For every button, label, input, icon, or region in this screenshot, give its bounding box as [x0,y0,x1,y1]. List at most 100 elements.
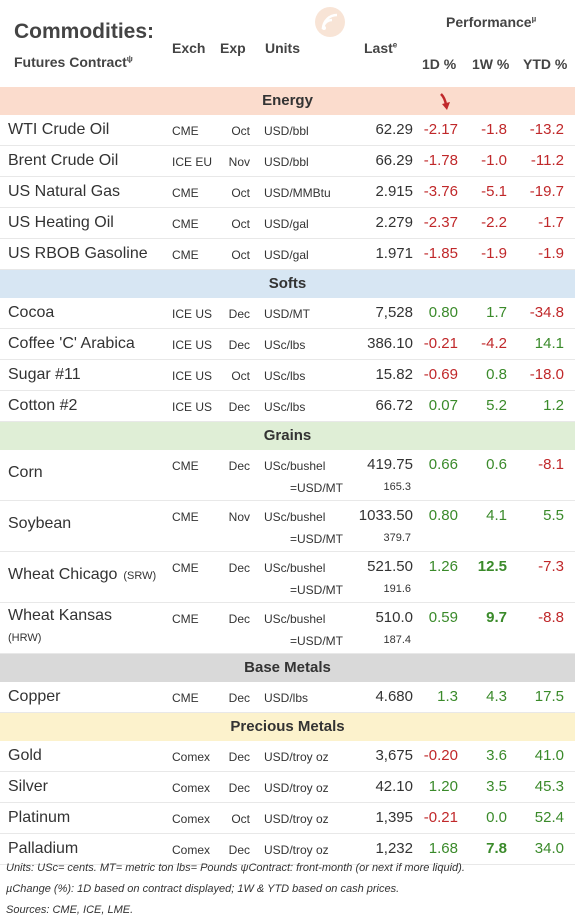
expiry: Oct [231,369,250,383]
units: USc/bushel [264,612,326,626]
change-ytd: 41.0 [534,747,564,764]
change-ytd: 1.2 [543,397,564,414]
change-1w: 5.2 [486,397,507,414]
expiry: Dec [228,612,250,626]
change-1d: -0.69 [423,366,458,383]
units: USD/troy oz [264,781,329,795]
units: USD/bbl [264,124,309,138]
section-base-metals: Base Metals [0,654,575,682]
last-price: 3,675 [375,747,413,764]
commodity-name: Corn [8,464,43,481]
footnote-sources: Sources: CME, ICE, LME. [6,904,134,916]
performance-header: Performanceµ [446,14,537,30]
commodity-name: Wheat Kansas [8,607,113,624]
exchange: ICE US [172,369,213,383]
change-ytd: -18.0 [529,366,564,383]
exchange: CME [172,217,199,231]
expiry: Oct [231,248,250,262]
table-row: US Natural Gas CME Oct USD/MMBtu 2.915 -3.76 -… [0,177,575,208]
commodity-name: Silver [8,778,49,795]
change-ytd: -1.9 [538,245,564,262]
last-price: 386.10 [367,335,413,352]
expiry: Dec [228,750,250,764]
converted-value: 165.3 [383,481,411,493]
change-1d: -2.37 [423,214,458,231]
change-ytd: -1.7 [538,214,564,231]
units: USc/bushel [264,459,326,473]
commodity-name: Brent Crude Oil [8,152,119,169]
last-price: 7,528 [375,304,413,321]
footnotes: Units: USc= cents. MT= metric ton lbs= P… [6,858,465,921]
units: USD/troy oz [264,843,329,857]
units: USc/bushel [264,561,326,575]
exchange: Comex [172,812,211,826]
last-price: 66.72 [375,397,413,414]
commodity-name: Palladium [8,840,79,857]
change-1w: 12.5 [477,558,507,575]
footnote-change: µChange (%): 1D based on contract displa… [6,883,400,895]
commodity-name: Gold [8,747,42,764]
change-1d: 1.68 [428,840,458,857]
converted-units: =USD/MT [290,583,344,597]
exchange: CME [172,124,199,138]
expiry: Oct [231,217,250,231]
change-1w: 1.7 [486,304,507,321]
energy-rows: WTI Crude Oil CME Oct USD/bbl 62.29 -2.17 -1.8… [0,115,575,270]
down-arrow-icon [440,93,450,110]
exchange: CME [172,561,199,575]
exchange: ICE US [172,338,213,352]
change-ytd: 14.1 [534,335,564,352]
table-row: Sugar #11 ICE US Oct USc/lbs 15.82 -0.69 0.8 -1… [0,360,575,391]
commodity-qualifier: (SRW) [123,570,157,582]
change-ytd: -11.2 [530,152,564,169]
commodity-qualifier: (HRW) [8,632,42,644]
last-price: 62.29 [375,121,413,138]
section-precious-metals: Precious Metals [0,713,575,741]
base-rows: Copper CME Dec USD/lbs 4.680 1.3 4.3 17.5 [0,682,575,713]
change-1w: 0.8 [486,366,507,383]
commodity-name: Wheat Chicago (SRW) [8,566,157,583]
change-1d: 1.20 [428,778,458,795]
change-1d: 0.59 [428,609,458,626]
exchange: CME [172,691,199,705]
expiry: Dec [228,691,250,705]
change-1w: -4.2 [481,335,507,352]
exchange: CME [172,186,199,200]
col-header-ytd: YTD % [523,56,568,72]
change-1d: 0.80 [428,507,458,524]
change-1w: -5.1 [481,183,507,200]
last-price: 419.75 [367,456,413,473]
units: USD/lbs [264,691,309,705]
change-ytd: -8.8 [538,609,564,626]
change-1w: 0.0 [486,809,507,826]
table-row: Wheat Kansas (HRW) CME Dec USc/bushel 510.0 0.… [0,603,575,654]
change-1d: -2.17 [423,121,458,138]
converted-units: =USD/MT [290,532,344,546]
section-title: Softs [268,275,307,292]
last-price: 521.50 [367,558,413,575]
change-ytd: 45.3 [534,778,564,795]
change-1d: 1.3 [437,688,458,705]
exchange: CME [172,612,199,626]
change-1w: -1.9 [481,245,507,262]
last-price: 1033.50 [358,507,413,524]
table-row: WTI Crude Oil CME Oct USD/bbl 62.29 -2.17 -1.8… [0,115,575,146]
change-1d: -0.20 [423,747,458,764]
converted-value: 379.7 [383,532,411,544]
signal-logo-icon [315,7,345,37]
softs-rows: Cocoa ICE US Dec USD/MT 7,528 0.80 1.7 -34.8 Cof… [0,298,575,422]
exchange: ICE US [172,307,213,321]
exchange: ICE US [172,400,213,414]
expiry: Dec [228,561,250,575]
units: USc/bushel [264,510,326,524]
exchange: Comex [172,843,211,857]
change-ytd: -19.7 [529,183,564,200]
units: USD/gal [264,217,309,231]
page-subtitle: Futures Contractψ [14,54,133,70]
section-title: Base Metals [244,659,331,676]
exchange: Comex [172,781,211,795]
expiry: Dec [228,307,250,321]
table-header: Commodities: Futures Contractψ Exch Exp … [0,0,575,87]
expiry: Nov [228,510,250,524]
section-energy: Energy [0,87,575,115]
